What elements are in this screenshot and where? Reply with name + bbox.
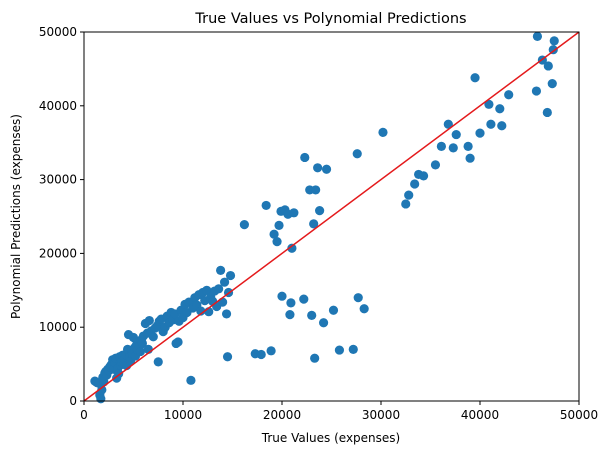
data-point-154 — [547, 79, 557, 89]
data-point-146 — [495, 104, 505, 114]
data-point-135 — [430, 160, 441, 170]
y-tick-label-3: 30000 — [39, 173, 77, 187]
x-axis-label: True Values (expenses) — [261, 431, 400, 445]
data-point-128 — [359, 304, 369, 314]
data-point-137 — [443, 119, 453, 129]
data-point-113 — [299, 294, 309, 304]
data-point-111 — [289, 208, 299, 218]
data-point-140 — [463, 141, 473, 151]
data-point-46 — [137, 338, 148, 349]
data-point-149 — [531, 86, 542, 96]
x-tick-label-1: 10000 — [164, 408, 202, 422]
plot-area — [83, 31, 580, 404]
data-point-122 — [321, 164, 332, 174]
data-point-150 — [532, 31, 543, 42]
data-point-116 — [309, 219, 319, 229]
y-tick-label-2: 20000 — [39, 246, 77, 260]
data-point-129 — [378, 127, 388, 137]
data-point-143 — [475, 128, 485, 138]
data-point-109 — [286, 298, 296, 308]
data-point-115 — [307, 310, 317, 320]
data-point-82 — [202, 285, 212, 295]
data-point-101 — [269, 229, 279, 239]
data-point-90 — [218, 297, 228, 307]
data-point-4 — [96, 394, 106, 404]
data-point-121 — [318, 318, 329, 328]
data-point-92 — [221, 309, 232, 319]
data-point-67 — [173, 337, 183, 347]
x-tick-label-4: 40000 — [461, 408, 499, 422]
data-point-124 — [334, 345, 345, 355]
data-point-99 — [261, 200, 271, 211]
data-point-5 — [97, 385, 107, 395]
y-axis-label: Polynomial Predictions (expenses) — [9, 114, 23, 319]
data-point-126 — [352, 149, 362, 159]
data-point-98 — [256, 349, 266, 360]
data-point-142 — [470, 73, 480, 83]
axes-border — [83, 31, 580, 402]
data-point-148 — [504, 90, 514, 100]
data-point-53 — [148, 332, 158, 342]
data-point-117 — [310, 353, 320, 363]
data-point-153 — [543, 61, 553, 71]
x-axis-ticks: 0 10000 20000 30000 40000 50000 — [80, 401, 598, 422]
data-point-102 — [272, 236, 282, 247]
data-point-88 — [214, 284, 224, 294]
data-point-147 — [497, 121, 507, 131]
x-tick-label-5: 50000 — [560, 408, 598, 422]
axes-frame — [83, 31, 580, 402]
data-point-120 — [315, 205, 325, 216]
data-point-123 — [328, 305, 339, 315]
data-point-51 — [144, 315, 154, 326]
data-point-130 — [401, 199, 411, 209]
data-point-141 — [465, 153, 475, 163]
data-point-91 — [219, 277, 230, 287]
data-point-95 — [225, 270, 236, 281]
y-tick-label-1: 10000 — [39, 320, 77, 334]
data-point-144 — [484, 99, 494, 109]
reference-line — [83, 31, 580, 402]
data-point-112 — [300, 152, 310, 163]
data-point-125 — [348, 344, 358, 354]
data-point-103 — [274, 220, 284, 230]
data-point-139 — [451, 129, 461, 140]
data-point-89 — [216, 265, 226, 275]
data-point-108 — [285, 310, 295, 320]
data-point-134 — [418, 171, 429, 181]
x-tick-label-0: 0 — [80, 408, 88, 422]
y-tick-label-5: 50000 — [39, 25, 77, 39]
chart-title: True Values vs Polynomial Predictions — [194, 11, 466, 27]
data-point-156 — [549, 36, 559, 46]
data-point-105 — [277, 291, 287, 301]
data-point-79 — [196, 306, 206, 316]
x-tick-label-2: 20000 — [263, 408, 301, 422]
data-point-145 — [486, 119, 496, 129]
reference-layer — [83, 31, 580, 402]
data-point-56 — [153, 357, 163, 367]
data-point-127 — [353, 293, 363, 303]
data-point-96 — [239, 220, 249, 230]
y-tick-label-0: 0 — [69, 394, 77, 408]
data-point-132 — [410, 179, 420, 189]
data-point-152 — [542, 107, 552, 118]
data-point-74 — [186, 375, 196, 385]
y-axis-ticks: 0 10000 20000 30000 40000 50000 — [39, 25, 84, 408]
data-point-110 — [287, 243, 297, 253]
y-tick-label-4: 40000 — [39, 99, 77, 113]
data-point-138 — [448, 143, 458, 153]
data-point-100 — [266, 346, 276, 356]
data-point-131 — [404, 190, 414, 200]
x-tick-label-3: 30000 — [362, 408, 400, 422]
data-point-136 — [436, 141, 446, 151]
data-point-119 — [313, 163, 323, 173]
data-point-118 — [311, 185, 321, 195]
points-layer — [90, 31, 559, 404]
data-point-93 — [222, 352, 233, 362]
data-point-44 — [135, 346, 146, 357]
